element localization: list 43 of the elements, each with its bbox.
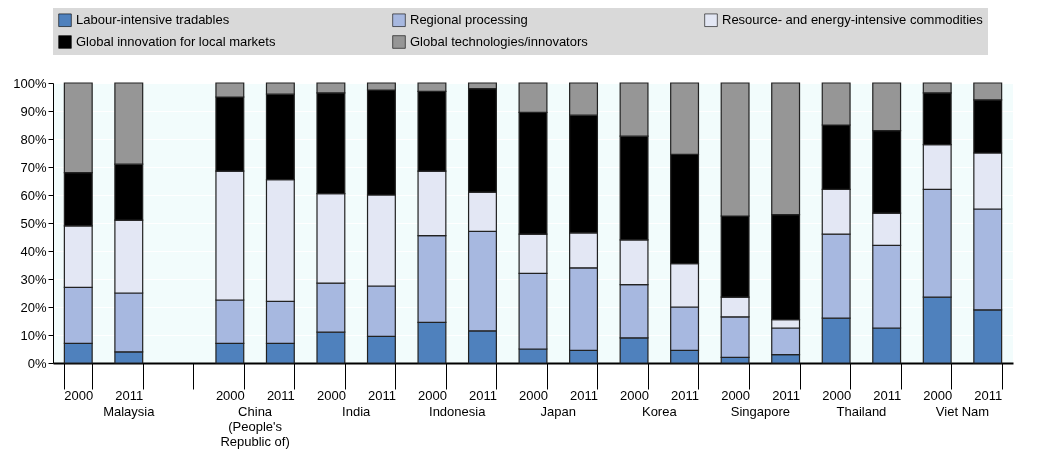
x-tick-label: 2000	[822, 387, 852, 403]
y-tick-label: 0%	[27, 355, 47, 371]
text: Japan	[540, 404, 576, 419]
x-tick-label: 2000	[215, 387, 245, 403]
x-tick-label: 2011	[671, 387, 700, 403]
text: Korea	[641, 404, 678, 419]
x-tick-label: 2011	[873, 387, 902, 403]
y-tick-label: 70%	[20, 159, 47, 175]
text: Viet Nam	[935, 404, 990, 419]
x-tick-label: 2011	[772, 387, 801, 403]
text: Singapore	[730, 404, 791, 419]
legend-label: Global technologies/innovators	[410, 34, 589, 49]
x-tick-label: 2011	[367, 387, 396, 403]
x-tick-label: 2000	[519, 387, 548, 403]
y-tick-label: 80%	[20, 131, 47, 147]
x-tick-label: 2000	[417, 387, 447, 403]
y-tick-label: 50%	[20, 215, 47, 231]
x-tick-label: 2011	[468, 387, 497, 403]
y-tick-label: 40%	[20, 243, 47, 259]
y-tick-label: 90%	[20, 103, 47, 119]
x-tick-label: 2011	[266, 387, 295, 403]
x-tick-label: 2000	[64, 387, 94, 403]
legend-label: Global innovation for local markets	[76, 34, 276, 49]
y-tick-label: 20%	[20, 299, 47, 315]
x-tick-label: 2000	[316, 387, 346, 403]
text: Malaysia	[103, 404, 156, 419]
text: Thailand	[836, 404, 887, 419]
legend-label: Regional processing	[410, 12, 528, 28]
text: Indonesia	[429, 404, 487, 419]
y-tick-label: 30%	[20, 271, 47, 287]
legend-label: Labour-intensive tradables	[76, 12, 230, 28]
x-tick-label: 2000	[721, 387, 751, 403]
x-tick-label: 2011	[974, 387, 1003, 403]
y-tick-label: 60%	[20, 187, 47, 203]
text: China (People's Republic of)	[220, 404, 290, 449]
x-tick-label: 2011	[570, 387, 599, 403]
text: India	[342, 404, 372, 419]
x-tick-label: 2011	[115, 387, 144, 403]
x-tick-label: 2000	[620, 387, 650, 403]
y-tick-label: 100%	[13, 75, 47, 91]
y-tick-label: 10%	[20, 327, 47, 343]
x-tick-label: 2000	[923, 387, 953, 403]
legend-label: Resource- and energy-intensive commodities	[722, 12, 984, 28]
